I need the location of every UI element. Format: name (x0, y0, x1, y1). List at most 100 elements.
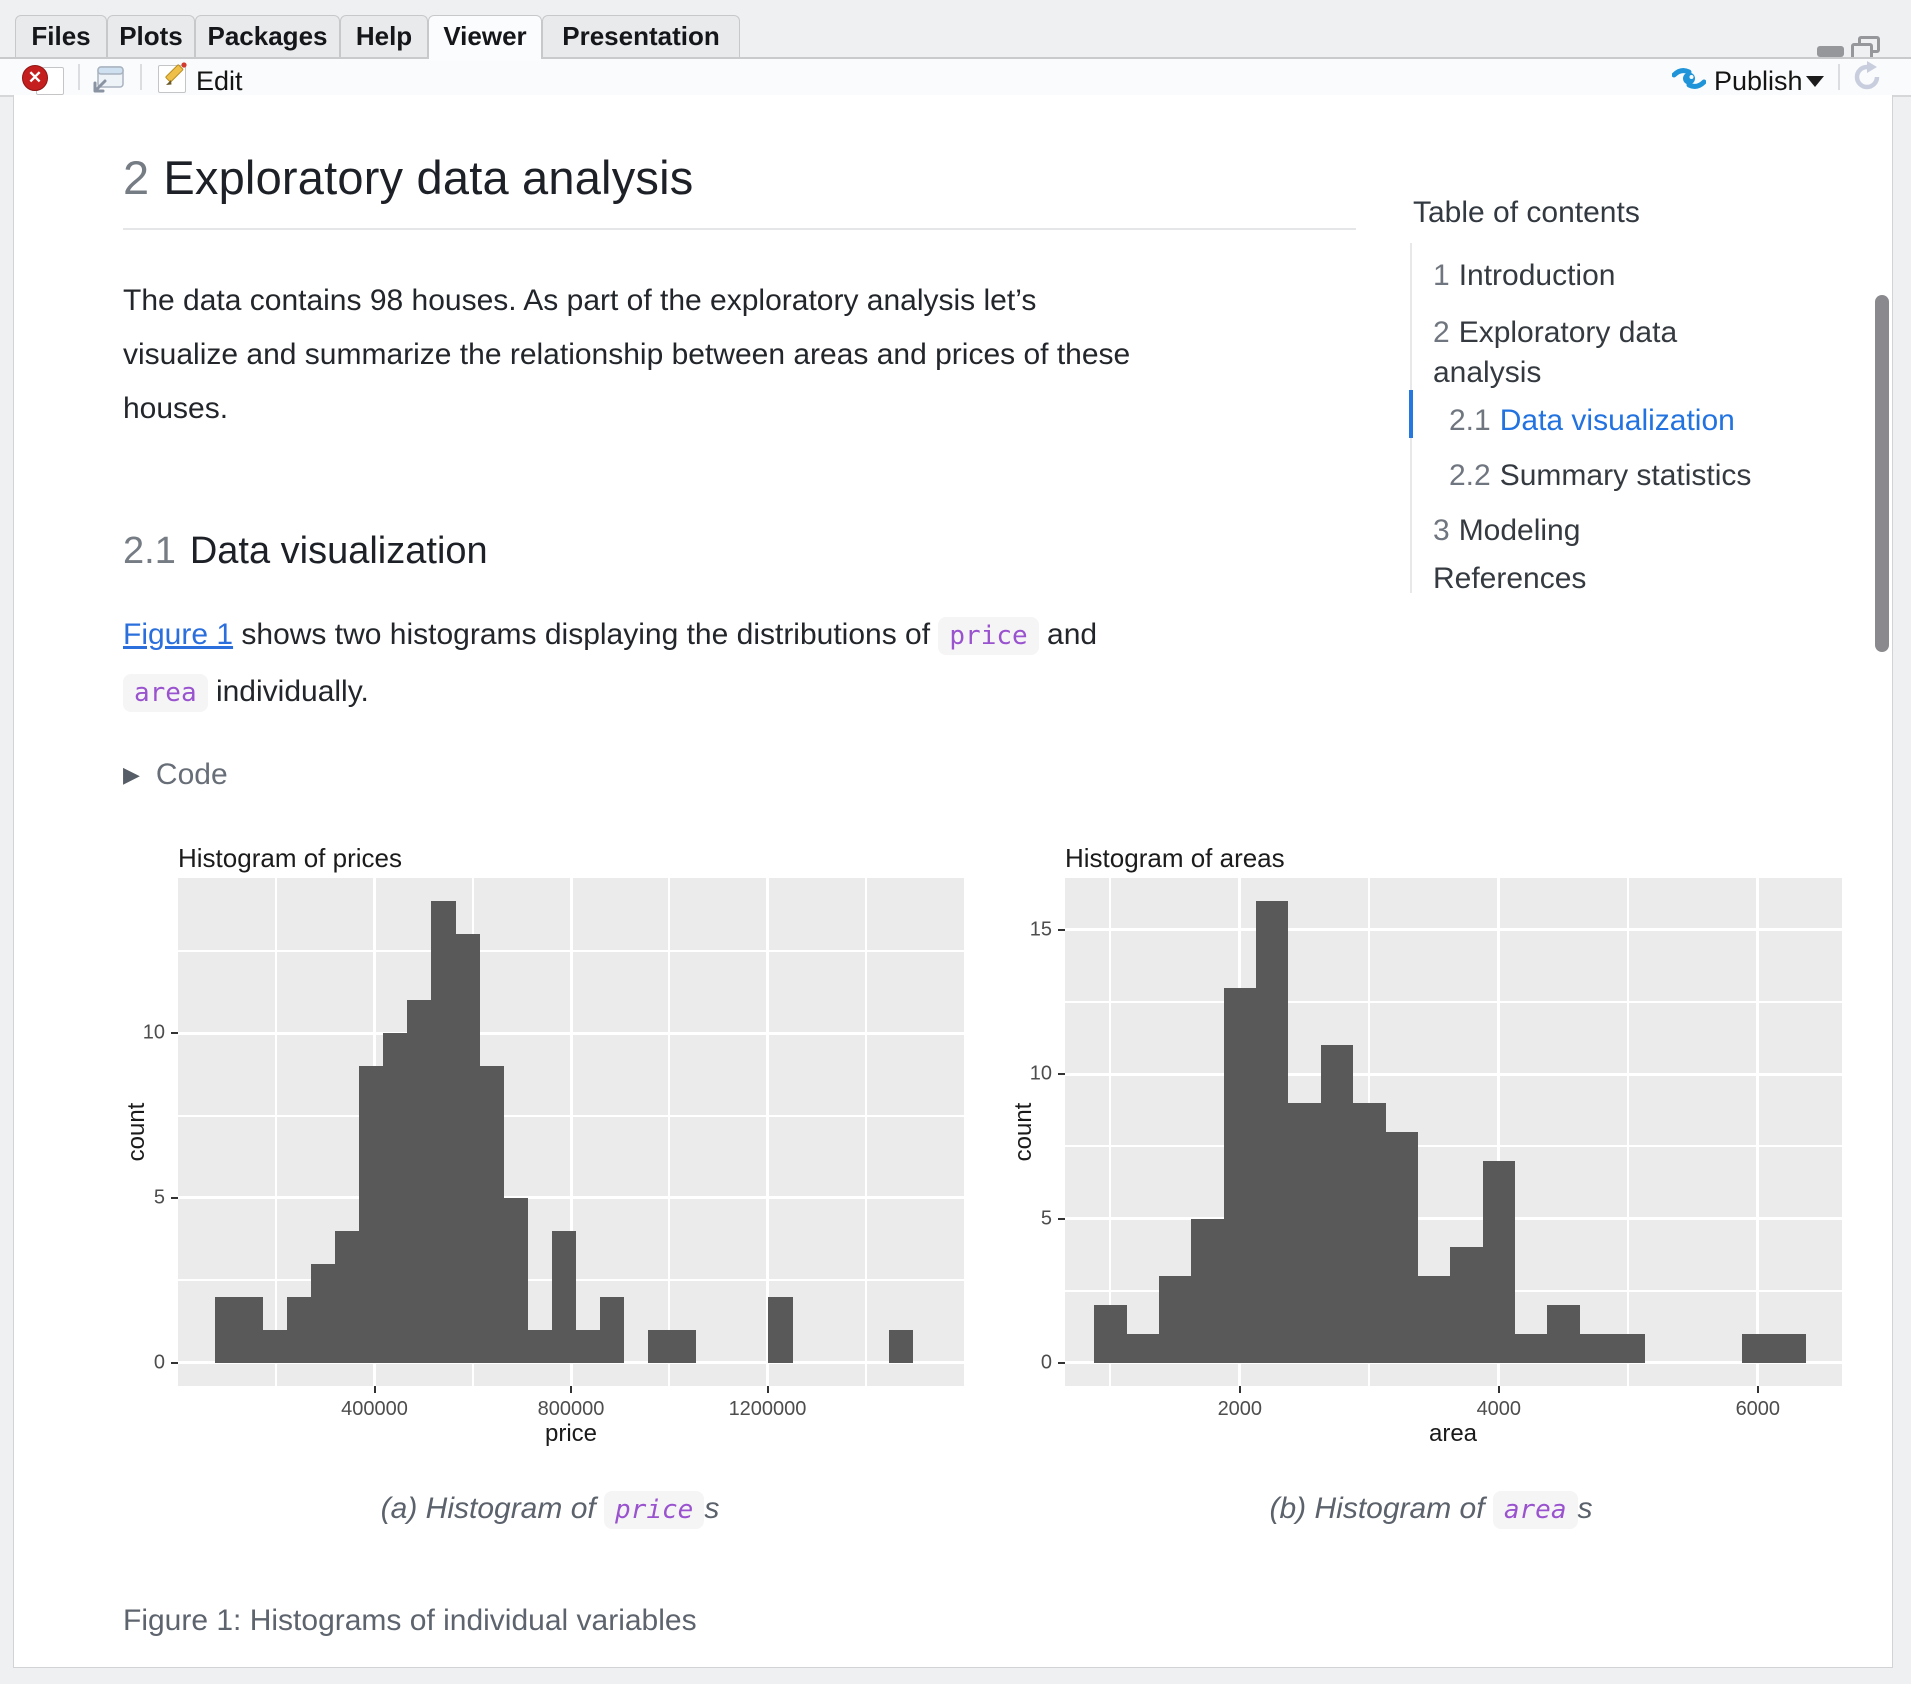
collapsed-triangle-icon: ▶ (123, 762, 140, 787)
tab-help-label: Help (355, 21, 413, 51)
histogram-bar (599, 1296, 625, 1363)
section-title-text: Data visualization (189, 530, 488, 572)
histogram-bar (527, 1329, 552, 1363)
histogram-bar (479, 1066, 504, 1363)
clear-viewer-button[interactable]: ✕ (22, 63, 68, 95)
refresh-button[interactable] (1850, 60, 1884, 94)
histogram-bar (455, 934, 480, 1363)
heading-divider (123, 228, 1356, 230)
publish-connect-icon (1672, 68, 1706, 89)
gridline-minor (864, 878, 867, 1386)
subcaption-a: (a) Histogram of price s (135, 1491, 965, 1529)
tab-viewer[interactable]: Viewer (428, 15, 542, 57)
open-in-new-window-button[interactable] (92, 66, 124, 93)
y-tick-mark (171, 1032, 178, 1035)
histogram-bar (1320, 1045, 1354, 1363)
y-tick-label: 5 (153, 1186, 165, 1209)
histogram-bar (1256, 901, 1289, 1363)
code-fold-toggle[interactable]: ▶ Code (123, 758, 228, 792)
toc-active-indicator (1409, 390, 1413, 438)
gridline-minor (1065, 1145, 1842, 1148)
tab-packages-label: Packages (207, 21, 328, 51)
gridline-major (569, 878, 573, 1386)
plot-title-prices: Histogram of prices (178, 843, 402, 873)
histogram-bar (648, 1329, 673, 1363)
histogram-bar (1094, 1305, 1127, 1363)
x-tick-mark (373, 1386, 376, 1393)
histogram-bar (888, 1329, 913, 1363)
gridline-major (1756, 878, 1760, 1386)
y-tick-mark (1058, 928, 1065, 931)
x-tick-mark (1756, 1386, 1759, 1393)
plot-title-areas: Histogram of areas (1065, 843, 1285, 873)
toc-item-introduction[interactable]: 1 Introduction (1433, 259, 1616, 292)
y-tick-label: 15 (1029, 918, 1052, 941)
x-tick-mark (766, 1386, 769, 1393)
histogram-bar (1353, 1103, 1386, 1363)
tab-presentation[interactable]: Presentation (542, 15, 740, 57)
histogram-bar (672, 1329, 697, 1363)
page-title: 2 Exploratory data analysis (123, 150, 693, 205)
histogram-bar (503, 1197, 528, 1363)
toc-item-modeling[interactable]: 3 Modeling (1433, 514, 1581, 547)
y-tick-mark (171, 1361, 178, 1364)
histogram-bar (238, 1296, 263, 1363)
histogram-bar (1741, 1334, 1774, 1363)
inline-code-price: price (604, 1491, 705, 1529)
minimize-pane-icon[interactable] (1817, 46, 1844, 57)
toc-item-references[interactable]: References (1433, 562, 1587, 595)
clear-x-icon: ✕ (22, 65, 48, 91)
y-tick-mark (1058, 1361, 1065, 1364)
vertical-scrollbar-thumb[interactable] (1875, 295, 1889, 652)
tab-packages[interactable]: Packages (195, 15, 340, 57)
publish-dropdown-caret-icon[interactable] (1806, 76, 1824, 87)
histogram-bar (1774, 1334, 1807, 1363)
gridline-minor (275, 878, 278, 1386)
histogram-bar (287, 1296, 312, 1363)
histogram-bar (214, 1296, 239, 1363)
histogram-bar (311, 1263, 336, 1363)
edit-button-label[interactable]: Edit (196, 66, 243, 96)
x-tick-label: 2000 (1217, 1398, 1263, 1420)
x-tick-mark (1238, 1386, 1241, 1393)
intro-paragraph: The data contains 98 houses. As part of … (123, 284, 1131, 425)
histogram-bar (1288, 1103, 1321, 1363)
subsection-title: 2.1 Data visualization (123, 530, 488, 573)
section-number: 2 (123, 151, 150, 204)
y-tick-label: 5 (1040, 1207, 1052, 1230)
toolbar-separator (140, 64, 142, 90)
publish-button-label[interactable]: Publish (1714, 66, 1803, 96)
tab-files[interactable]: Files (15, 15, 107, 57)
histogram-bar (335, 1230, 360, 1363)
gridline-major (766, 878, 769, 1386)
y-tick-label: 0 (153, 1351, 165, 1374)
section-number: 2.1 (123, 530, 176, 572)
histogram-bar (1482, 1160, 1515, 1363)
figure-1-link[interactable]: Figure 1 (123, 618, 234, 651)
figure-reference-paragraph: Figure 1 shows two histograms displaying… (123, 607, 1403, 721)
x-tick-label: 4000 (1476, 1398, 1522, 1420)
toc-item-data-visualization[interactable]: 2.1 Data visualization (1449, 404, 1735, 437)
tab-help[interactable]: Help (340, 15, 428, 57)
tab-plots[interactable]: Plots (107, 15, 195, 57)
y-tick-mark (1058, 1217, 1065, 1220)
histogram-bar (575, 1329, 600, 1363)
histogram-bar (1223, 987, 1256, 1363)
toc-item-summary-statistics[interactable]: 2.2 Summary statistics (1449, 459, 1752, 492)
x-tick-mark (1497, 1386, 1500, 1393)
gridline-major (1497, 878, 1501, 1386)
edit-button[interactable] (158, 62, 278, 95)
toc-item-exploratory-data-analysis[interactable]: 2 Exploratory data analysis (1433, 316, 1678, 389)
toolbar-separator (78, 64, 80, 90)
x-axis-title-area: area (1428, 1420, 1478, 1447)
y-tick-label: 10 (142, 1021, 165, 1044)
gridline-major (1065, 1072, 1842, 1076)
histogram-prices-panel: 400000 800000 1200000 0 5 10 (143, 878, 964, 1420)
tab-plots-label: Plots (119, 21, 183, 51)
histogram-bar (551, 1230, 576, 1363)
publish-button[interactable] (1672, 66, 1706, 91)
histogram-bar (1417, 1276, 1451, 1363)
y-tick-mark (1058, 1073, 1065, 1076)
gridline-major (1065, 928, 1842, 932)
